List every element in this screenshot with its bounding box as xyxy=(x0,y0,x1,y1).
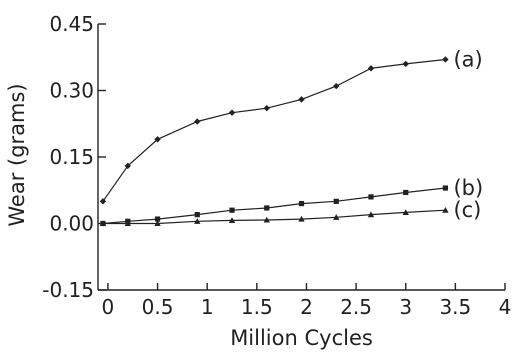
y-tick-label: 0.30 xyxy=(49,79,94,103)
data-point-triangle xyxy=(124,220,131,227)
x-tick-label: 1 xyxy=(201,295,214,319)
x-tick-label: 0.5 xyxy=(142,295,174,319)
data-point-triangle xyxy=(228,217,236,223)
data-point-square xyxy=(154,216,161,222)
data-point-triangle xyxy=(367,211,375,218)
x-axis-title: Million Cycles xyxy=(230,326,373,350)
x-tick-label: 3 xyxy=(399,295,412,319)
data-point-triangle xyxy=(402,209,409,215)
data-point-square xyxy=(298,200,305,207)
series-0: (a) xyxy=(99,47,483,205)
x-tick-label: 3.5 xyxy=(439,295,471,319)
data-point-square xyxy=(403,189,409,196)
series-label: (a) xyxy=(453,47,482,71)
series-label: (c) xyxy=(453,198,481,222)
y-tick-label: 0.00 xyxy=(49,212,94,236)
series-label: (b) xyxy=(453,176,483,200)
data-point-diamond xyxy=(99,198,107,205)
x-tick-label: 4 xyxy=(499,295,512,319)
data-point-diamond xyxy=(442,56,449,63)
data-point-diamond xyxy=(298,96,305,103)
data-point-square xyxy=(333,198,339,204)
y-axis-title: Wear (grams) xyxy=(5,83,29,226)
y-tick-label: 0.45 xyxy=(49,12,94,36)
axes: -0.15 0.00 0.15 0.30 0.45 0 0.5 1 1.5 2 2.5 3 3.5 4 xyxy=(42,12,511,319)
data-point-diamond xyxy=(228,109,236,116)
data-point-diamond xyxy=(124,162,131,170)
data-point-square xyxy=(264,205,270,211)
data-point-diamond xyxy=(194,118,201,125)
x-tick-label: 1.5 xyxy=(241,295,273,319)
data-point-diamond xyxy=(263,105,270,112)
data-point-square xyxy=(442,185,449,191)
x-tick-label: 2.5 xyxy=(340,295,372,319)
data-point-square xyxy=(368,194,374,200)
series-line xyxy=(102,187,446,225)
data-point-triangle xyxy=(263,216,270,223)
data-point-diamond xyxy=(367,65,375,72)
series-layer: (a) (b)(c) xyxy=(99,47,483,227)
x-tick-label: 0 xyxy=(102,295,115,319)
data-point-triangle xyxy=(154,220,161,227)
y-tick-label: 0.15 xyxy=(49,145,94,169)
data-point-triangle xyxy=(298,215,305,222)
series-line xyxy=(103,209,446,225)
data-point-triangle xyxy=(442,207,449,213)
data-point-triangle xyxy=(99,220,107,227)
y-tick-label: -0.15 xyxy=(42,278,94,302)
data-point-triangle xyxy=(333,214,340,220)
series-1: (b) xyxy=(100,176,483,227)
data-point-square xyxy=(194,212,200,218)
data-point-triangle xyxy=(194,218,201,224)
series-line xyxy=(102,58,446,202)
data-point-diamond xyxy=(402,60,409,68)
data-point-diamond xyxy=(154,136,161,143)
data-point-square xyxy=(229,207,235,213)
series-2: (c) xyxy=(99,198,481,227)
data-point-diamond xyxy=(333,82,340,90)
x-tick-label: 2 xyxy=(300,295,313,319)
